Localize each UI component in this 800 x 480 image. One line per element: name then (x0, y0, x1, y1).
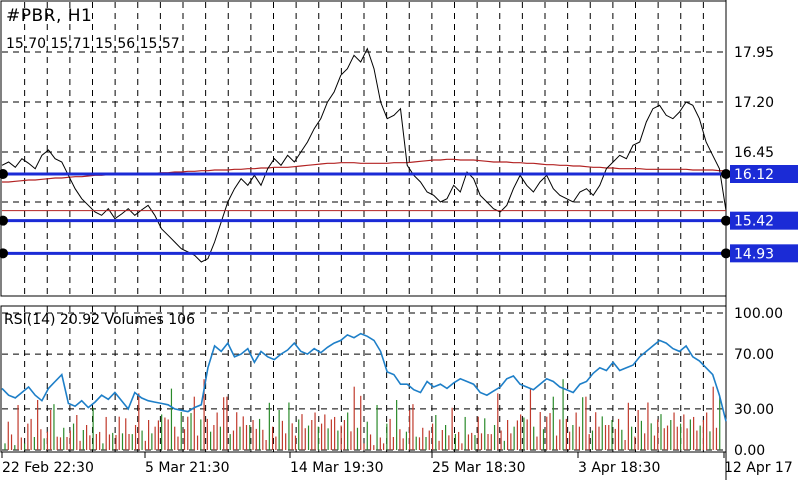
rsi-line (1, 332, 727, 422)
sub-tick-label: 100.00 (734, 306, 783, 322)
sub-tick-label: 70.00 (734, 347, 774, 363)
price-tick-label: 16.45 (734, 145, 774, 161)
time-tick-label: 5 Mar 21:30 (145, 460, 230, 476)
subwindow-label: RSI(14) 20.92 Volumes 106 (4, 312, 195, 328)
time-tick-label: 22 Feb 22:30 (2, 460, 94, 476)
gridlines (2, 2, 726, 452)
level-price-label: 16.12 (734, 167, 774, 183)
chart-frame (0, 0, 727, 480)
horizontal-levels[interactable]: 16.12 15.42 14.93 (0, 165, 798, 262)
price-line (1, 47, 727, 263)
price-tick-label: 17.20 (734, 95, 774, 111)
level-price-label: 15.42 (734, 214, 774, 230)
time-tick-label: 3 Apr 18:30 (578, 460, 660, 476)
level-left-handle[interactable] (0, 169, 8, 179)
price-tick-label: 17.95 (734, 45, 774, 61)
level-right-handle[interactable] (721, 248, 731, 259)
sub-tick-label: 0.00 (734, 443, 765, 459)
time-tick-label: 12 Apr 17 (724, 460, 793, 476)
level-price-tag (730, 244, 798, 263)
time-tick-label: 14 Mar 19:30 (290, 460, 383, 476)
price-line-group (1, 47, 727, 263)
level-price-tag (730, 211, 798, 230)
level-left-handle[interactable] (0, 215, 8, 226)
level-price-tag (730, 165, 798, 183)
axis-labels: 17.95 17.20 16.45 100.00 70.00 30.00 0.00 22 Fe… (1, 45, 793, 476)
rsi-line-group (1, 332, 727, 422)
sub-tick-label: 30.00 (734, 402, 774, 418)
horizontal-level[interactable]: 14.93 (0, 244, 798, 262)
horizontal-level[interactable]: 16.12 (0, 165, 798, 183)
level-price-label: 14.93 (734, 246, 774, 262)
level-right-handle[interactable] (721, 169, 731, 179)
level-left-handle[interactable] (0, 248, 8, 259)
time-tick-label: 25 Mar 18:30 (432, 460, 525, 476)
horizontal-level[interactable]: 15.42 (0, 211, 798, 230)
symbol-title: #PBR, H1 (6, 6, 93, 26)
volume-bars (4, 379, 721, 450)
ohlc-readout: 15.70 15.71 15.56 15.57 (6, 36, 180, 52)
level-right-handle[interactable] (721, 215, 731, 226)
